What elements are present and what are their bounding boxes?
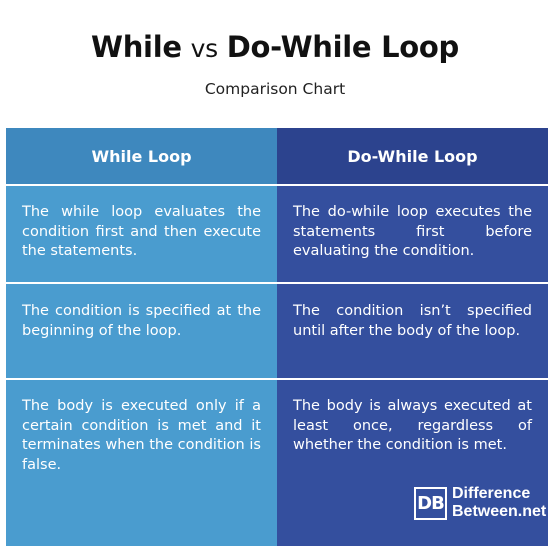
table-cell: The condition is specified at the beginn…	[6, 284, 277, 378]
logo-line2: Between.net	[452, 503, 547, 520]
difference-between-logo: DB Difference Between.net	[414, 485, 546, 531]
table-cell: The while loop evaluates the condition f…	[6, 186, 277, 282]
table-cell: The body is executed only if a certain c…	[6, 380, 277, 546]
table-cell: The body is always executed at least onc…	[277, 380, 548, 546]
cell-text: The condition isn’t specified until afte…	[293, 303, 532, 339]
logo-mark: DB	[414, 487, 447, 520]
do-while-loop-column: Do-While Loop The do-while loop executes…	[277, 128, 548, 546]
logo-line1: Difference	[452, 485, 531, 502]
page-title: While vs Do-While Loop	[0, 30, 550, 64]
cell-text: The condition is specified at the beginn…	[22, 303, 261, 339]
page-subtitle: Comparison Chart	[204, 80, 346, 98]
cell-text: The body is executed only if a certain c…	[22, 398, 261, 473]
table-cell: The do-while loop executes the statement…	[277, 186, 548, 282]
cell-text: The while loop evaluates the condition f…	[22, 204, 261, 259]
cell-text: The body is always executed at least onc…	[293, 398, 532, 453]
column-header-do-while: Do-While Loop	[277, 128, 548, 184]
table-cell: The condition isn’t specified until afte…	[277, 284, 548, 378]
column-header-while: While Loop	[6, 128, 277, 184]
title-part1: While	[91, 30, 182, 64]
title-vs: vs	[190, 34, 219, 63]
cell-text: The do-while loop executes the statement…	[293, 204, 532, 259]
while-loop-column: While Loop The while loop evaluates the …	[6, 128, 277, 546]
title-part2: Do-While Loop	[226, 30, 460, 64]
